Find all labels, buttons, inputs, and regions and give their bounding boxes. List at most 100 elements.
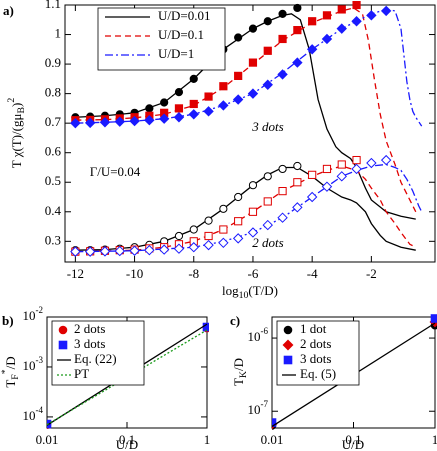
series-line — [75, 166, 416, 251]
marker — [188, 109, 199, 120]
marker — [234, 33, 243, 42]
marker — [248, 58, 258, 67]
marker — [144, 114, 155, 126]
axis-label-part: * — [0, 369, 11, 374]
marker — [114, 116, 125, 127]
marker — [292, 202, 303, 213]
annotation: Γ/U=0.04 — [90, 164, 141, 179]
panel-label: b) — [2, 313, 14, 328]
legend-label: PT — [74, 366, 89, 381]
legend-box — [97, 7, 226, 71]
legend-label: U/D=1 — [158, 46, 194, 61]
y-tick-label: 10-3 — [23, 355, 44, 373]
axis-label-part: ) — [9, 103, 24, 107]
marker — [234, 71, 243, 80]
x-tick-label: -2 — [366, 266, 377, 281]
marker — [352, 1, 361, 10]
tick-label-base: 10 — [23, 408, 36, 423]
marker — [321, 181, 333, 192]
axis-label: U/D — [116, 437, 138, 451]
x-tick-label: -12 — [67, 266, 84, 281]
legend-label: U/D=0.1 — [158, 27, 204, 42]
marker — [248, 181, 258, 190]
marker — [248, 207, 258, 216]
marker — [263, 172, 272, 181]
legend-marker — [58, 340, 68, 350]
plot-frame — [64, 4, 436, 263]
marker — [174, 104, 184, 113]
marker — [292, 57, 303, 68]
marker — [308, 17, 317, 26]
x-tick-label: 0.1 — [119, 432, 135, 447]
marker — [203, 239, 214, 251]
y-tick-label: 0.5 — [45, 173, 61, 188]
marker — [219, 204, 228, 213]
marker — [189, 225, 198, 234]
marker — [129, 115, 140, 127]
legend-label: 3 dots — [300, 351, 331, 366]
x-tick-label: -10 — [126, 266, 143, 281]
x-tick-label: -4 — [307, 266, 318, 281]
marker — [234, 217, 243, 226]
tick-label-base: 10 — [248, 402, 261, 417]
marker — [84, 117, 96, 129]
axis-label-part: K — [238, 371, 249, 378]
marker — [366, 157, 377, 169]
axis-label-part: U/D — [116, 437, 138, 451]
x-tick-label: 0.01 — [36, 432, 59, 447]
axis-label-part: /D — [3, 356, 18, 369]
marker — [308, 170, 317, 179]
marker — [322, 164, 332, 174]
axis-label: TK/D — [231, 358, 249, 386]
marker — [278, 187, 287, 196]
tick-label-base: 10 — [23, 308, 36, 323]
y-tick-label: 0.9 — [45, 55, 61, 70]
marker — [277, 212, 288, 223]
panel-label: a) — [3, 3, 14, 18]
axis-label-part: T χ(T)/(gμ — [9, 114, 24, 169]
x-tick-label: 1 — [432, 432, 437, 447]
y-tick-label: 10-6 — [248, 326, 269, 344]
marker — [219, 82, 228, 91]
marker — [336, 171, 347, 182]
marker — [232, 233, 244, 244]
legend-label: 2 dots — [74, 321, 105, 336]
marker — [263, 197, 272, 206]
marker — [293, 178, 302, 187]
marker — [70, 246, 81, 257]
y-tick-label: 10-2 — [23, 305, 44, 323]
legend-label: 1 dot — [300, 321, 327, 336]
marker — [293, 3, 302, 13]
axis-label-part: /D — [231, 358, 246, 371]
marker — [248, 24, 258, 33]
legend-marker — [282, 339, 294, 351]
marker — [129, 245, 140, 256]
y-tick-label: 0.3 — [45, 232, 61, 247]
tick-label-exponent: -4 — [36, 405, 44, 415]
marker — [174, 88, 184, 97]
marker — [351, 16, 362, 27]
legend-label: Eq. (5) — [300, 366, 336, 381]
marker — [173, 112, 185, 123]
marker — [84, 246, 96, 257]
legend-label: 3 dots — [74, 336, 105, 351]
marker — [306, 44, 318, 55]
marker — [430, 314, 437, 323]
axis-label-part: F — [10, 374, 21, 380]
annotation: 3 dots — [251, 119, 283, 134]
axis-label: log10(T/D) — [222, 283, 278, 301]
marker — [145, 104, 154, 113]
marker — [366, 10, 377, 21]
marker — [173, 243, 185, 254]
marker — [336, 23, 347, 34]
marker — [247, 227, 259, 238]
marker — [277, 69, 288, 80]
legend-label: 2 dots — [300, 336, 331, 351]
marker — [174, 231, 184, 241]
axis-label-part: (T/D) — [248, 283, 278, 298]
marker — [204, 231, 213, 241]
marker — [218, 237, 229, 249]
marker — [114, 245, 125, 257]
marker — [337, 160, 346, 169]
marker — [218, 100, 229, 111]
